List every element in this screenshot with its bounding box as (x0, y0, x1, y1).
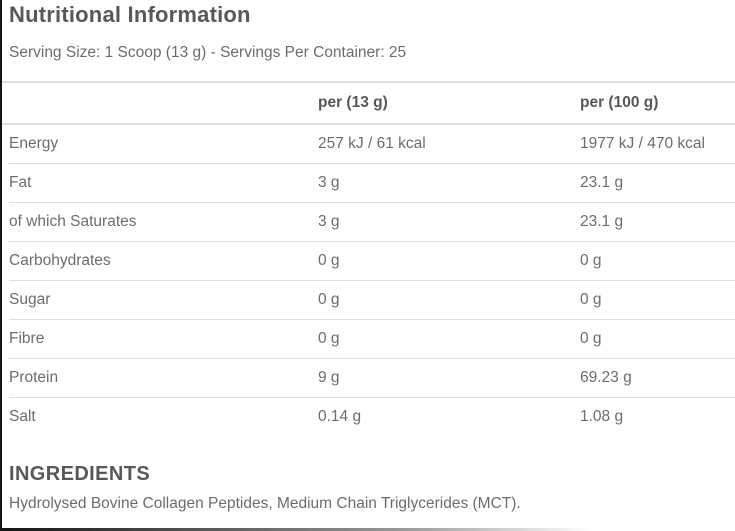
nutrient-label: Fibre (9, 330, 45, 347)
ingredients-heading: INGREDIENTS (9, 463, 151, 485)
nutrient-label: Salt (9, 408, 36, 425)
nutrient-per-100g-value: 0 g (580, 330, 602, 347)
nutrient-per-100g-value: 69.23 g (580, 369, 632, 386)
nutrient-per-serving-value: 0 g (318, 291, 340, 308)
nutrient-per-100g-value: 1977 kJ / 470 kcal (580, 135, 705, 152)
nutrient-label: Protein (9, 369, 59, 386)
nutrient-label: Fat (9, 174, 32, 191)
nutrition-table: Energy 257 kJ / 61 kcal 1977 kJ / 470 kcal… (2, 123, 735, 436)
table-header-row: per (13 g) per (100 g) (9, 83, 735, 123)
nutrient-per-serving-value: 0 g (318, 330, 340, 347)
nutrient-per-100g-value: 0 g (580, 252, 602, 269)
nutrient-per-serving-value: 9 g (318, 369, 340, 386)
nutrient-label: of which Saturates (9, 213, 137, 230)
ingredients-text: Hydrolysed Bovine Collagen Peptides, Med… (9, 495, 521, 512)
table-row: Energy 257 kJ / 61 kcal 1977 kJ / 470 kcal (9, 125, 735, 164)
nutrient-label: Carbohydrates (9, 252, 111, 269)
nutrient-label: Sugar (9, 291, 51, 308)
nutrient-per-100g-value: 23.1 g (580, 174, 624, 191)
nutrient-per-serving-value: 257 kJ / 61 kcal (318, 135, 426, 152)
nutrient-per-serving-value: 3 g (318, 174, 340, 191)
page-title: Nutritional Information (9, 2, 251, 27)
divider (2, 81, 735, 83)
column-header-per-100g: per (100 g) (580, 94, 659, 111)
nutrient-per-100g-value: 1.08 g (580, 408, 624, 425)
column-header-per-serving: per (13 g) (318, 94, 388, 111)
serving-size-line: Serving Size: 1 Scoop (13 g) - Servings … (9, 44, 407, 61)
table-row: Carbohydrates 0 g 0 g (9, 242, 735, 281)
nutrient-per-serving-value: 0.14 g (318, 408, 362, 425)
table-row: Fat 3 g 23.1 g (9, 164, 735, 203)
table-row: Sugar 0 g 0 g (9, 281, 735, 320)
nutrient-label: Energy (9, 135, 59, 152)
table-row: of which Saturates 3 g 23.1 g (9, 203, 735, 242)
nutrient-per-100g-value: 0 g (580, 291, 602, 308)
nutrient-per-100g-value: 23.1 g (580, 213, 624, 230)
nutrient-per-serving-value: 0 g (318, 252, 340, 269)
bottom-border (2, 528, 735, 531)
table-row: Fibre 0 g 0 g (9, 320, 735, 359)
table-row: Salt 0.14 g 1.08 g (9, 398, 735, 436)
nutrient-per-serving-value: 3 g (318, 213, 340, 230)
table-row: Protein 9 g 69.23 g (9, 359, 735, 398)
